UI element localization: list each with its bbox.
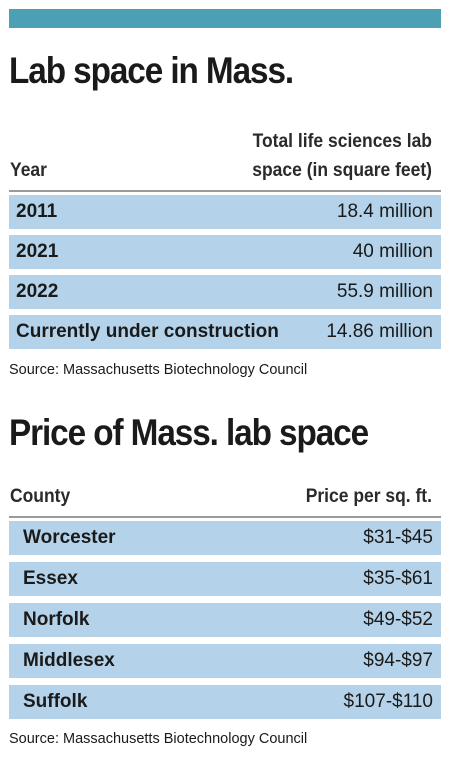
table-2-source: Source: Massachusetts Biotechnology Coun…	[9, 731, 308, 747]
row-value: 40 million	[352, 241, 433, 262]
table-1-header-rule	[9, 190, 441, 192]
table-row: Norfolk $49-$52	[9, 603, 441, 637]
table-1-col-year-header: Year	[10, 160, 47, 181]
table-1-title: Lab space in Mass.	[9, 50, 294, 91]
row-value: $49-$52	[363, 609, 433, 630]
table-row: 2021 40 million	[9, 235, 441, 269]
table-row: Currently under construction 14.86 millio…	[9, 315, 441, 349]
table-row: Essex $35-$61	[9, 562, 441, 596]
row-value: $94-$97	[363, 650, 433, 671]
row-value: $107-$110	[343, 691, 433, 712]
table-2-col-county-header: County	[10, 486, 71, 507]
row-label: Suffolk	[23, 691, 88, 712]
table-row: Worcester $31-$45	[9, 521, 441, 555]
table-2-header-rule	[9, 516, 441, 518]
table-1-source: Source: Massachusetts Biotechnology Coun…	[9, 362, 308, 378]
row-label: 2021	[16, 241, 59, 262]
top-accent-bar	[9, 9, 441, 28]
row-label: Currently under construction	[16, 321, 279, 342]
row-label: Norfolk	[23, 609, 90, 630]
table-1-col-space-header-line-1: Total life sciences lab	[252, 131, 432, 152]
table-2-col-price-header: Price per sq. ft.	[305, 486, 432, 507]
row-label: Worcester	[23, 527, 116, 548]
row-value: 55.9 million	[336, 281, 433, 302]
row-value: $35-$61	[363, 568, 433, 589]
table-2-title: Price of Mass. lab space	[9, 412, 369, 453]
table-row: 2022 55.9 million	[9, 275, 441, 309]
table-row: Suffolk $107-$110	[9, 685, 441, 719]
row-label: Essex	[23, 568, 78, 589]
table-row: 2011 18.4 million	[9, 195, 441, 229]
row-label: Middlesex	[23, 650, 115, 671]
row-label: 2022	[16, 281, 59, 302]
table-1-col-space-header-line-2: space (in square feet)	[252, 160, 432, 181]
row-value: 14.86 million	[326, 321, 433, 342]
row-value: $31-$45	[363, 527, 433, 548]
table-row: Middlesex $94-$97	[9, 644, 441, 678]
row-value: 18.4 million	[336, 201, 433, 222]
row-label: 2011	[16, 201, 58, 222]
